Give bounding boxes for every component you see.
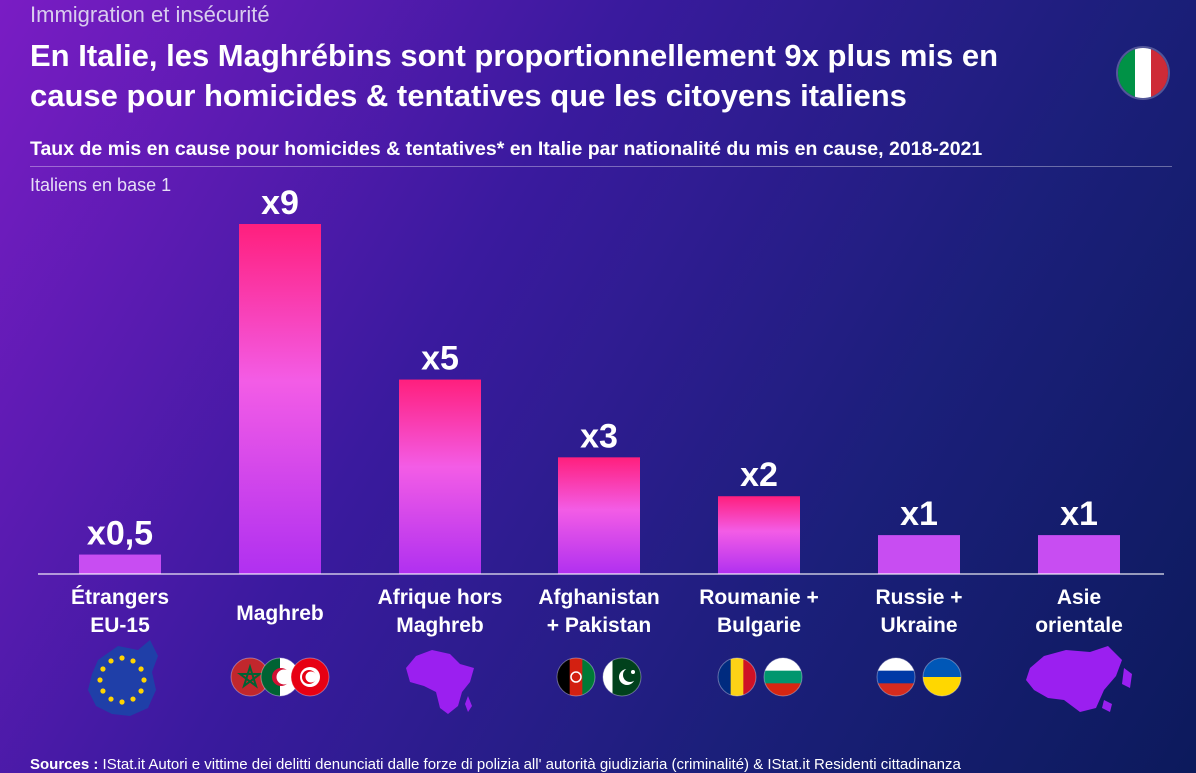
bar-0: [79, 554, 161, 574]
category-label-0-1: EU-15: [90, 614, 150, 637]
category-label-5-1: Ukraine: [880, 614, 957, 637]
value-label-3: x3: [580, 417, 618, 455]
east-asia-map-icon: [1026, 646, 1132, 712]
category-label-2-0: Afrique hors: [378, 586, 503, 609]
category-label-3-0: Afghanistan: [538, 586, 659, 609]
category-label-4-0: Roumanie +: [699, 586, 819, 609]
bar-1: [239, 224, 321, 574]
value-label-5: x1: [900, 495, 938, 533]
sources-footer: Sources : IStat.it Autori e vittime dei …: [30, 756, 961, 773]
chart-subtitle: Taux de mis en cause pour homicides & te…: [30, 138, 983, 160]
sources-label: Sources :: [30, 756, 99, 773]
africa-map-icon: [406, 650, 474, 714]
overline: Immigration et insécurité: [30, 2, 270, 27]
value-label-2: x5: [421, 340, 459, 378]
bar-2: [399, 379, 481, 574]
afghanistan-flag-icon: [557, 658, 595, 696]
value-label-6: x1: [1060, 495, 1098, 533]
italy-flag-icon: [1118, 48, 1168, 98]
category-label-3-1: + Pakistan: [547, 614, 651, 637]
value-label-0: x0,5: [87, 515, 153, 553]
category-label-1-0: Maghreb: [236, 602, 324, 625]
base-note: Italiens en base 1: [30, 175, 172, 195]
category-label-5-0: Russie +: [876, 586, 963, 609]
category-label-6-0: Asie: [1057, 586, 1101, 609]
romania-flag-icon: [718, 658, 756, 696]
bar-4: [718, 496, 800, 574]
category-label-6-1: orientale: [1035, 614, 1123, 637]
category-label-0-0: Étrangers: [71, 586, 169, 609]
sources-text: IStat.it Autori e vittime dei delitti de…: [102, 756, 961, 773]
tunisia-flag-icon: [291, 658, 329, 696]
bar-6: [1038, 535, 1120, 574]
category-label-2-1: Maghreb: [396, 614, 484, 637]
chart-title: En Italie, les Maghrébins sont proportio…: [30, 38, 999, 113]
value-label-1: x9: [261, 184, 299, 222]
bulgaria-flag-icon: [764, 658, 802, 696]
category-label-4-1: Bulgarie: [717, 614, 801, 637]
ukraine-flag-icon: [923, 658, 961, 696]
value-label-4: x2: [740, 456, 778, 494]
eu-map-icon: [88, 640, 158, 716]
russia-flag-icon: [877, 658, 915, 696]
bar-3: [558, 457, 640, 574]
pakistan-flag-icon: [603, 658, 641, 696]
subtitle-divider: [30, 166, 1172, 167]
bar-5: [878, 535, 960, 574]
